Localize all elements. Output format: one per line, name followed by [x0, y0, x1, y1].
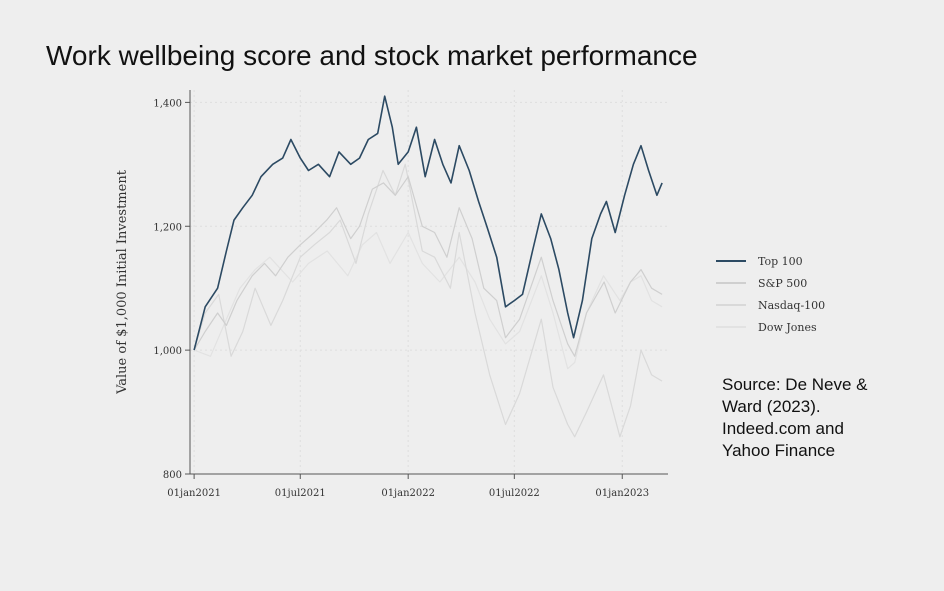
y-tick-label: 1,000	[153, 346, 182, 357]
line-chart: 800 1,000 1,200 1,400 01jan2021 01jul2021 01ja…	[115, 90, 668, 499]
legend-label: Dow Jones	[758, 320, 817, 334]
series-line-nasdaq-100	[193, 163, 663, 438]
source-line: Ward (2023).	[722, 397, 821, 416]
series-line-dow-jones	[193, 231, 663, 370]
x-tick-label: 01jan2021	[167, 488, 221, 499]
y-tick-label: 800	[163, 470, 182, 481]
x-tick-label: 01jul2021	[275, 488, 326, 499]
page-title: Work wellbeing score and stock market pe…	[46, 40, 698, 71]
y-tick-label: 1,200	[153, 222, 182, 233]
legend-item: S&P 500	[716, 272, 866, 294]
legend-label: Top 100	[758, 254, 803, 268]
legend-swatch	[716, 282, 746, 284]
source-line: Indeed.com and	[722, 419, 844, 438]
legend-item: Nasdaq-100	[716, 294, 866, 316]
x-tick-label: 01jan2023	[595, 488, 649, 499]
chart-legend: Top 100 S&P 500 Nasdaq-100 Dow Jones	[716, 250, 866, 338]
legend-swatch	[716, 326, 746, 328]
series-line-top-100	[193, 95, 663, 351]
chart-container: 800 1,000 1,200 1,400 01jan2021 01jul2021 01ja…	[100, 86, 700, 516]
plot-area	[190, 90, 668, 474]
legend-label: S&P 500	[758, 276, 808, 290]
legend-label: Nasdaq-100	[758, 298, 826, 312]
source-line: Source: De Neve &	[722, 375, 868, 394]
legend-item: Top 100	[716, 250, 866, 272]
x-tick-label: 01jan2022	[381, 488, 435, 499]
source-line: Yahoo Finance	[722, 441, 836, 460]
series-line-s-p-500	[193, 176, 663, 357]
legend-swatch	[716, 260, 746, 262]
y-tick-label: 1,400	[153, 98, 182, 109]
source-note: Source: De Neve & Ward (2023). Indeed.com …	[722, 374, 922, 462]
y-axis-label: Value of $1,000 Initial Investment	[115, 169, 130, 395]
x-tick-label: 01jul2022	[489, 488, 540, 499]
legend-item: Dow Jones	[716, 316, 866, 338]
legend-swatch	[716, 304, 746, 306]
